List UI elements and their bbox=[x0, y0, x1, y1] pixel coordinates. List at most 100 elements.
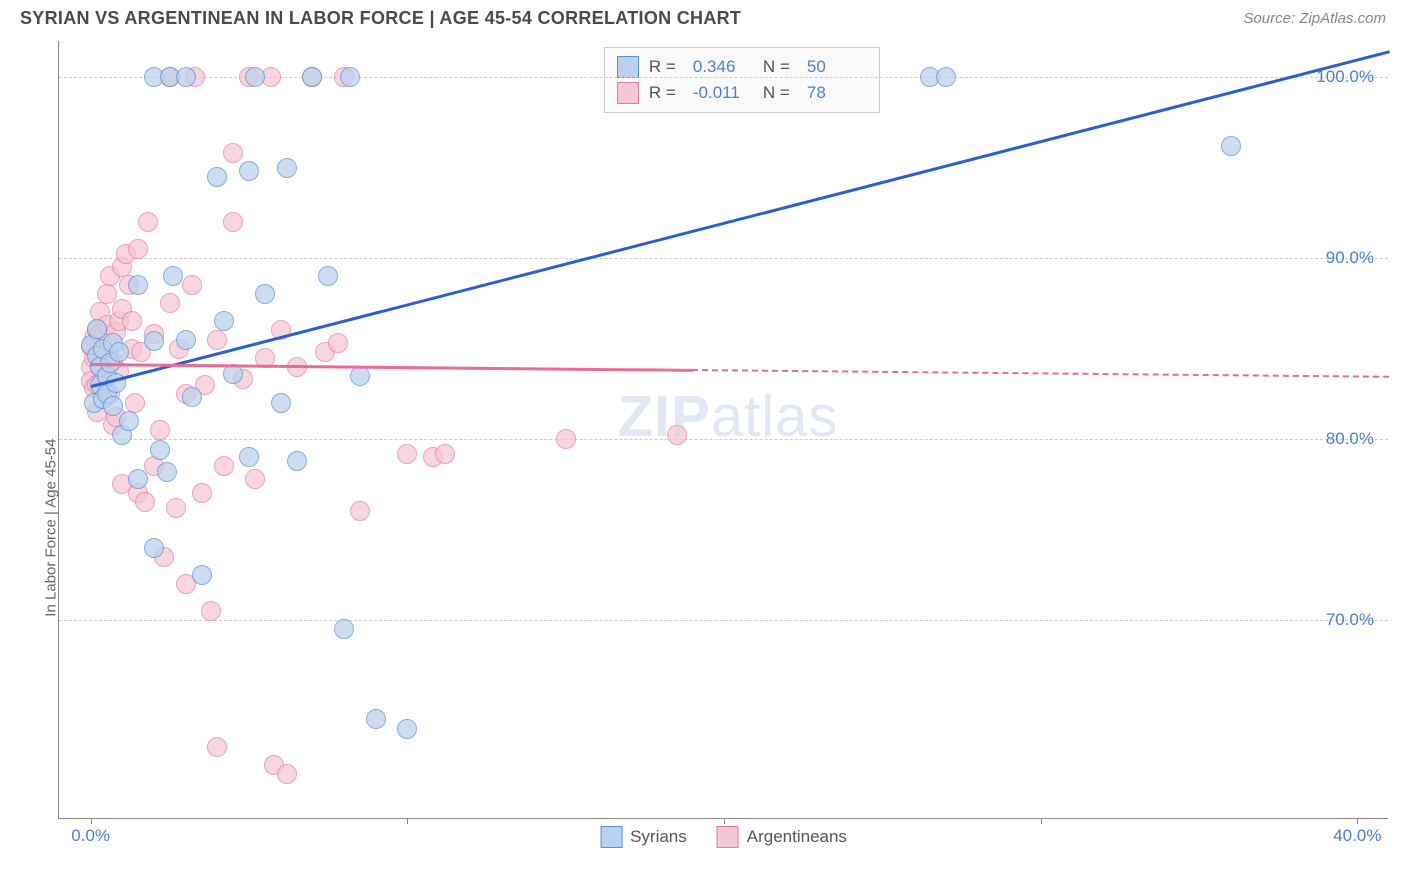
argentineans-point bbox=[160, 293, 180, 313]
chart-container: In Labor Force | Age 45-54 ZIPatlas R = 0… bbox=[20, 41, 1386, 819]
watermark: ZIPatlas bbox=[618, 383, 839, 450]
syrians-point bbox=[239, 447, 259, 467]
argentineans-point bbox=[350, 501, 370, 521]
syrians-point bbox=[207, 167, 227, 187]
syrians-point bbox=[287, 451, 307, 471]
syrians-point bbox=[182, 387, 202, 407]
syrians-point bbox=[245, 67, 265, 87]
grid-line bbox=[59, 620, 1388, 621]
argentineans-point bbox=[166, 498, 186, 518]
correlation-legend-row: R = -0.011 N = 78 bbox=[617, 80, 867, 106]
argentineans-point bbox=[223, 143, 243, 163]
syrians-point bbox=[150, 440, 170, 460]
syrians-point bbox=[176, 67, 196, 87]
syrians-point bbox=[397, 719, 417, 739]
syrians-point bbox=[144, 331, 164, 351]
syrians-point bbox=[119, 411, 139, 431]
argentineans-point bbox=[223, 212, 243, 232]
y-tick-label: 80.0% bbox=[1326, 429, 1374, 449]
syrians-point bbox=[239, 161, 259, 181]
syrians-point bbox=[144, 538, 164, 558]
series-legend-item: Argentineans bbox=[717, 826, 847, 848]
n-value: 78 bbox=[807, 83, 867, 103]
n-label: N = bbox=[763, 83, 797, 103]
argentineans-point bbox=[556, 429, 576, 449]
syrians-point bbox=[163, 266, 183, 286]
argentineans-point bbox=[245, 469, 265, 489]
argentineans-point bbox=[192, 483, 212, 503]
r-label: R = bbox=[649, 83, 683, 103]
syrians-point bbox=[1221, 136, 1241, 156]
x-tick bbox=[724, 818, 725, 824]
argentineans-point bbox=[138, 212, 158, 232]
grid-line bbox=[59, 258, 1388, 259]
syrians-point bbox=[157, 462, 177, 482]
syrians-point bbox=[109, 342, 129, 362]
r-value: -0.011 bbox=[693, 83, 753, 103]
syrians-point bbox=[192, 565, 212, 585]
argentineans-point bbox=[135, 492, 155, 512]
x-tick bbox=[407, 818, 408, 824]
syrians-point bbox=[936, 67, 956, 87]
argentineans-regression-line-dashed bbox=[692, 369, 1389, 378]
series-legend: Syrians Argentineans bbox=[600, 826, 847, 848]
argentineans-point bbox=[122, 311, 142, 331]
argentineans-point bbox=[214, 456, 234, 476]
argentineans-point bbox=[667, 425, 687, 445]
legend-swatch bbox=[617, 56, 639, 78]
grid-line bbox=[59, 439, 1388, 440]
argentineans-point bbox=[201, 601, 221, 621]
syrians-point bbox=[340, 67, 360, 87]
argentineans-point bbox=[97, 284, 117, 304]
syrians-point bbox=[277, 158, 297, 178]
legend-swatch bbox=[717, 826, 739, 848]
y-tick-label: 70.0% bbox=[1326, 610, 1374, 630]
y-tick-label: 100.0% bbox=[1316, 67, 1374, 87]
syrians-point bbox=[128, 275, 148, 295]
source-label: Source: ZipAtlas.com bbox=[1243, 10, 1386, 27]
series-legend-label: Syrians bbox=[630, 827, 687, 847]
syrians-point bbox=[255, 284, 275, 304]
argentineans-point bbox=[207, 737, 227, 757]
syrians-point bbox=[366, 709, 386, 729]
syrians-point bbox=[302, 67, 322, 87]
legend-swatch bbox=[617, 82, 639, 104]
syrians-point bbox=[103, 396, 123, 416]
legend-swatch bbox=[600, 826, 622, 848]
x-tick bbox=[1357, 818, 1358, 824]
x-tick-label: 0.0% bbox=[71, 826, 110, 846]
chart-title: SYRIAN VS ARGENTINEAN IN LABOR FORCE | A… bbox=[20, 8, 741, 29]
argentineans-point bbox=[125, 393, 145, 413]
n-label: N = bbox=[763, 57, 797, 77]
x-tick bbox=[1041, 818, 1042, 824]
argentineans-point bbox=[207, 330, 227, 350]
n-value: 50 bbox=[807, 57, 867, 77]
correlation-legend-row: R = 0.346 N = 50 bbox=[617, 54, 867, 80]
argentineans-point bbox=[277, 764, 297, 784]
syrians-point bbox=[350, 366, 370, 386]
x-tick bbox=[91, 818, 92, 824]
syrians-point bbox=[334, 619, 354, 639]
syrians-point bbox=[271, 393, 291, 413]
correlation-legend: R = 0.346 N = 50 R = -0.011 N = 78 bbox=[604, 47, 880, 113]
argentineans-point bbox=[435, 444, 455, 464]
r-value: 0.346 bbox=[693, 57, 753, 77]
syrians-point bbox=[128, 469, 148, 489]
y-axis-label: In Labor Force | Age 45-54 bbox=[43, 438, 60, 616]
argentineans-point bbox=[128, 239, 148, 259]
y-tick-label: 90.0% bbox=[1326, 248, 1374, 268]
syrians-point bbox=[87, 319, 107, 339]
r-label: R = bbox=[649, 57, 683, 77]
argentineans-point bbox=[397, 444, 417, 464]
chart-header: SYRIAN VS ARGENTINEAN IN LABOR FORCE | A… bbox=[0, 0, 1406, 33]
argentineans-point bbox=[150, 420, 170, 440]
syrians-point bbox=[176, 330, 196, 350]
syrians-point bbox=[318, 266, 338, 286]
series-legend-item: Syrians bbox=[600, 826, 687, 848]
argentineans-point bbox=[182, 275, 202, 295]
plot-area: In Labor Force | Age 45-54 ZIPatlas R =0… bbox=[58, 41, 1388, 819]
series-legend-label: Argentineans bbox=[747, 827, 847, 847]
argentineans-point bbox=[328, 333, 348, 353]
x-tick-label: 40.0% bbox=[1333, 826, 1381, 846]
argentineans-regression-line bbox=[91, 363, 693, 371]
